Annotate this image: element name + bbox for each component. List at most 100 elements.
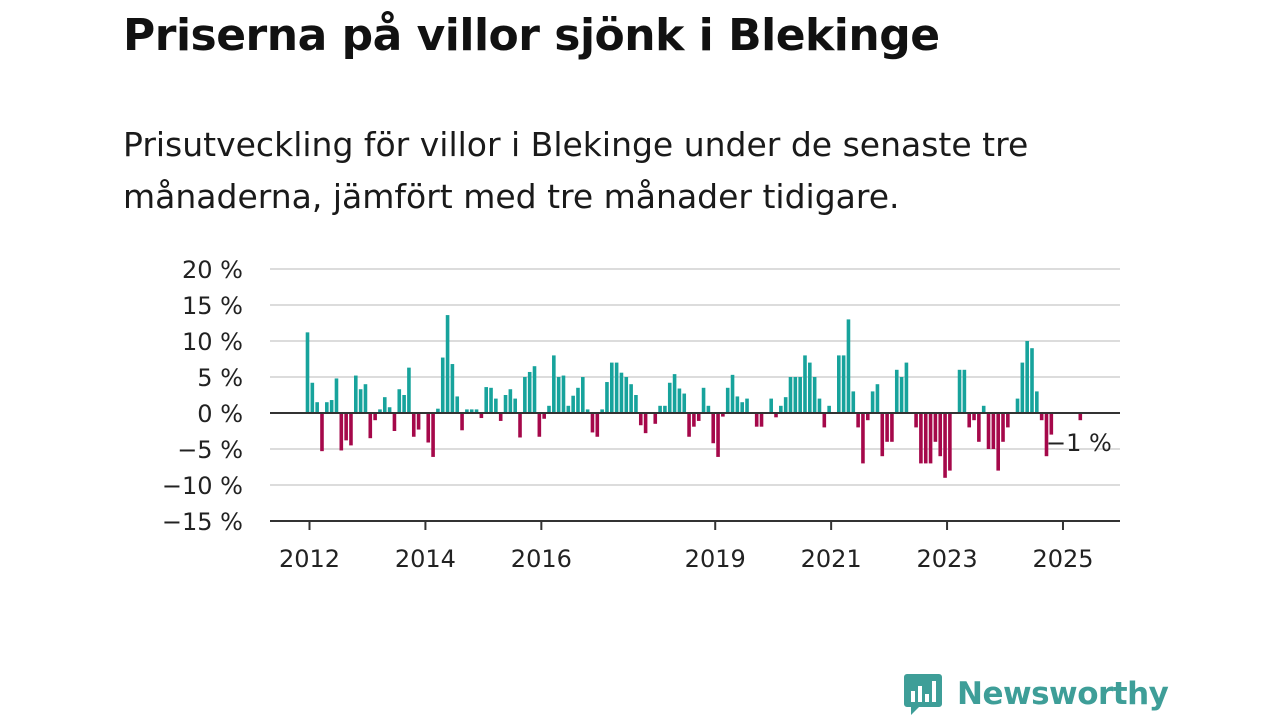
bar [730,374,735,413]
bar [653,413,658,424]
bar [880,413,885,457]
bar [716,413,720,457]
bar [445,315,450,413]
x-tick-label: 2016 [511,545,572,573]
bar [769,398,773,413]
chart-subtitle: Prisutveckling för villor i Blekinge und… [123,125,1029,216]
x-tick-label: 2025 [1032,545,1093,573]
bar [537,413,542,437]
bar [793,377,798,413]
bar [605,382,609,413]
bar [943,413,947,478]
newsworthy-logo-icon [904,674,942,715]
bar [938,413,943,457]
bar [638,413,643,426]
bar [885,413,889,442]
bar [325,402,329,413]
bar [774,413,778,418]
bar [320,413,324,452]
bar [484,387,489,413]
bar [914,413,918,428]
newsworthy-logo-text: Newsworthy [957,676,1169,712]
bar [933,413,938,442]
bar [706,405,711,413]
bar [585,409,590,413]
y-tick-label: 0 % [197,400,243,428]
bar [972,413,976,421]
bar [339,413,344,451]
bar [566,405,571,413]
bar [725,387,730,413]
bar [841,355,846,413]
bar [1039,413,1044,421]
bar [489,387,493,413]
bar [561,375,566,413]
bar [875,384,880,413]
bar [1006,413,1010,428]
axis-labels: 20 % 15 % 10 % 5 % 0 % −5 % −10 % −15 % 2012 2014… [162,256,1112,573]
bar [856,413,860,428]
bar [696,413,701,421]
bar [624,377,629,413]
bar [609,362,614,413]
bar [634,395,638,413]
bar [503,395,508,413]
bar [416,413,421,430]
bar [721,413,725,417]
bar [822,413,827,428]
bar [479,413,484,419]
bar [658,405,662,413]
y-tick-label: 20 % [182,256,243,284]
bar [474,409,479,413]
bar [701,387,706,413]
y-tick-label: 5 % [197,364,243,392]
bar [808,362,812,413]
bar [431,413,435,457]
y-tick-label: −5 % [177,436,243,464]
bar [1020,362,1025,413]
bar [373,413,377,421]
bar [392,413,397,431]
bar [354,375,358,413]
bar [788,377,793,413]
bar [798,377,802,413]
x-tick-label: 2014 [395,545,456,573]
bar [508,389,513,413]
bar [460,413,464,431]
bar [387,407,392,413]
bars [305,315,1083,478]
bar [870,391,875,413]
bar [981,405,986,413]
bar [426,413,431,443]
bar [948,413,952,471]
bar [812,377,817,413]
x-tick-label: 2012 [279,545,340,573]
bar [465,409,469,413]
bar [783,397,788,413]
bar [619,372,624,413]
bar [1025,341,1029,413]
bar [754,413,759,427]
bar [957,369,962,413]
bar [571,395,575,413]
bar [923,413,928,464]
bar [411,413,416,437]
y-tick-label: 10 % [182,328,243,356]
bar [310,382,315,413]
bar [687,413,691,437]
bar [837,355,841,413]
bar [861,413,865,464]
bar [547,405,551,413]
bar [851,391,856,413]
bar [745,398,749,413]
bar [552,355,556,413]
bar [523,377,527,413]
bar [469,409,474,413]
bar [962,369,967,413]
y-tick-label: 15 % [182,292,243,320]
bar [667,382,672,413]
bar [1044,413,1049,457]
bar [363,384,368,413]
bar [894,369,899,413]
bar [629,384,633,413]
